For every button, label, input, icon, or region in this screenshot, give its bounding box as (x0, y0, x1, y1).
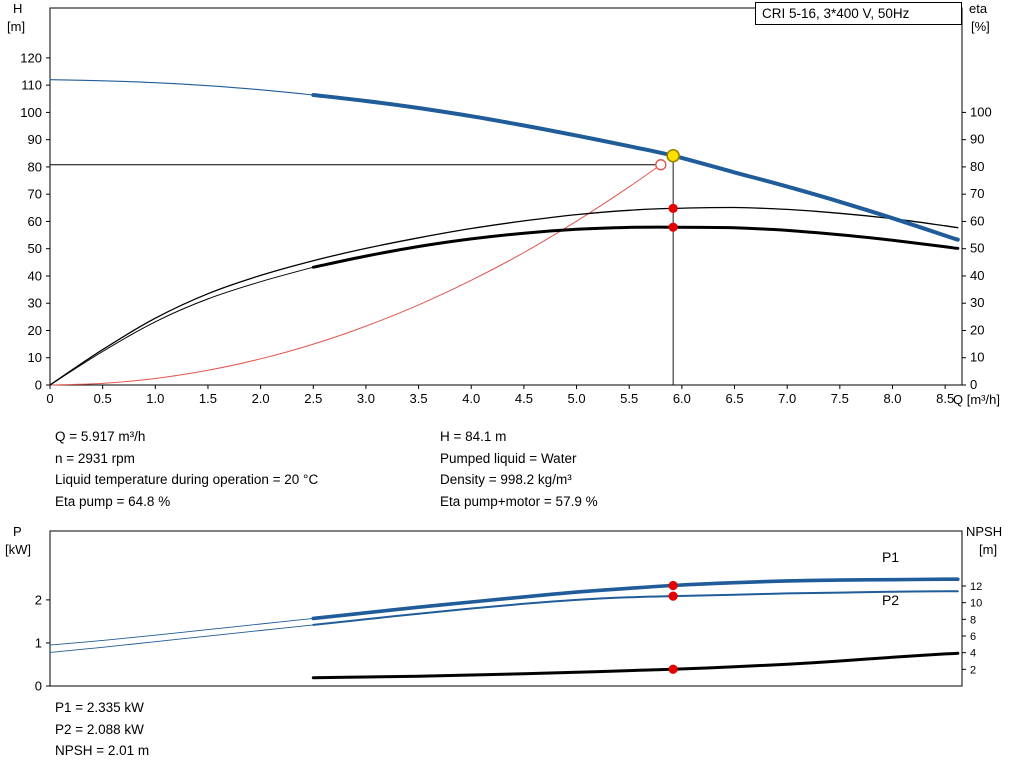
svg-text:20: 20 (970, 322, 984, 337)
svg-text:7.5: 7.5 (831, 391, 849, 406)
h-axis-unit: [m] (7, 19, 26, 34)
svg-text:1: 1 (35, 635, 42, 650)
svg-text:8.0: 8.0 (883, 391, 901, 406)
svg-text:5.0: 5.0 (568, 391, 586, 406)
svg-text:90: 90 (970, 132, 984, 147)
svg-text:8: 8 (970, 614, 976, 626)
curve-label-P1: P1 (882, 549, 899, 565)
series-system-curve (49, 164, 662, 386)
svg-text:0: 0 (46, 391, 53, 406)
series-npsh-curve (311, 651, 960, 680)
marker-npsh-point (668, 664, 678, 674)
series-p2-curve (312, 590, 959, 626)
plot-frame (49, 530, 963, 687)
svg-text:100: 100 (20, 105, 42, 120)
svg-text:50: 50 (970, 241, 984, 256)
svg-text:10: 10 (28, 350, 42, 365)
h-axis-label: H (13, 1, 23, 16)
series-eta-pump-motor (49, 266, 314, 386)
q-axis-label: Q [m³/h] (953, 392, 1000, 407)
info-line-density: Density = 998.2 kg/m³ (440, 472, 572, 487)
duty-info-right: H = 84.1 m Pumped liquid = Water Density… (440, 426, 598, 512)
info-line-h: H = 84.1 m (440, 429, 507, 444)
svg-text:40: 40 (28, 268, 42, 283)
svg-text:40: 40 (970, 268, 984, 283)
svg-text:0: 0 (35, 378, 42, 393)
series-p2-curve (49, 624, 314, 653)
svg-text:2: 2 (35, 592, 42, 607)
npsh-axis-unit: [m] (979, 542, 998, 557)
npsh-axis-label: NPSH (966, 524, 1003, 539)
p-axis-unit: [kW] (5, 542, 31, 557)
svg-text:12: 12 (970, 581, 982, 593)
marker-p2-point (668, 591, 678, 601)
series-head-curve (311, 93, 960, 242)
svg-text:30: 30 (970, 295, 984, 310)
svg-text:110: 110 (21, 78, 42, 93)
svg-text:100: 100 (970, 104, 992, 119)
svg-text:2.0: 2.0 (252, 391, 270, 406)
svg-text:20: 20 (28, 323, 42, 338)
info-line-eta-mot: Eta pump+motor = 57.9 % (440, 493, 598, 509)
svg-text:10: 10 (970, 598, 982, 610)
marker-eta-pump-motor-point (668, 222, 678, 232)
info-line-npsh: NPSH = 2.01 m (55, 743, 150, 758)
svg-text:4.5: 4.5 (515, 391, 533, 406)
info-line-n: n = 2931 rpm (55, 450, 135, 466)
svg-text:0: 0 (35, 679, 42, 694)
svg-text:60: 60 (28, 214, 42, 229)
svg-text:90: 90 (28, 132, 42, 147)
info-line-p2: P2 = 2.088 kW (55, 721, 144, 737)
svg-text:2.5: 2.5 (304, 391, 322, 406)
power-info: P1 = 2.335 kW P2 = 2.088 kW NPSH = 2.01 … (55, 697, 149, 762)
info-line-p1: P1 = 2.335 kW (55, 700, 144, 715)
marker-duty-point (666, 148, 680, 163)
series-eta-pump (49, 206, 959, 386)
duty-info-left: Q = 5.917 m³/h n = 2931 rpm Liquid tempe… (55, 426, 318, 512)
info-line-liquid: Pumped liquid = Water (440, 450, 577, 466)
svg-text:70: 70 (28, 187, 42, 202)
svg-text:8.5: 8.5 (936, 391, 954, 406)
plot-frame (49, 7, 963, 386)
series-eta-pump-motor (311, 225, 960, 269)
svg-text:6: 6 (970, 631, 976, 643)
eta-axis-unit: [%] (971, 19, 990, 34)
info-line-q: Q = 5.917 m³/h (55, 429, 146, 444)
svg-text:0.5: 0.5 (94, 391, 112, 406)
svg-text:30: 30 (28, 296, 42, 311)
svg-text:80: 80 (970, 159, 984, 174)
svg-text:1.0: 1.0 (146, 391, 164, 406)
svg-text:120: 120 (20, 50, 42, 65)
series-p1-curve (49, 617, 314, 646)
series-p1-curve (311, 577, 960, 621)
svg-text:5.5: 5.5 (620, 391, 638, 406)
svg-text:6.0: 6.0 (673, 391, 691, 406)
info-line-eta: Eta pump = 64.8 % (55, 493, 171, 509)
svg-text:60: 60 (970, 213, 984, 228)
svg-text:4: 4 (970, 648, 976, 660)
series-head-curve (49, 79, 314, 96)
svg-text:70: 70 (970, 186, 984, 201)
svg-text:0: 0 (970, 377, 977, 392)
svg-text:7.0: 7.0 (778, 391, 796, 406)
svg-text:80: 80 (28, 159, 42, 174)
info-line-temp: Liquid temperature during operation = 20… (55, 472, 319, 487)
pump-title-box: CRI 5-16, 3*400 V, 50Hz (755, 2, 962, 25)
svg-text:50: 50 (28, 241, 42, 256)
svg-text:4.0: 4.0 (462, 391, 480, 406)
svg-text:3.0: 3.0 (357, 391, 375, 406)
curve-label-P2: P2 (882, 592, 899, 608)
p-axis-label: P (13, 524, 22, 539)
marker-requested-duty-point (655, 159, 667, 171)
svg-text:1.5: 1.5 (199, 391, 217, 406)
eta-axis-label: eta (969, 1, 988, 16)
svg-text:3.5: 3.5 (410, 391, 428, 406)
svg-text:2: 2 (970, 664, 976, 676)
marker-eta-pump-point (668, 203, 678, 213)
marker-p1-point (668, 580, 678, 591)
svg-text:10: 10 (970, 350, 984, 365)
svg-text:6.5: 6.5 (725, 391, 743, 406)
